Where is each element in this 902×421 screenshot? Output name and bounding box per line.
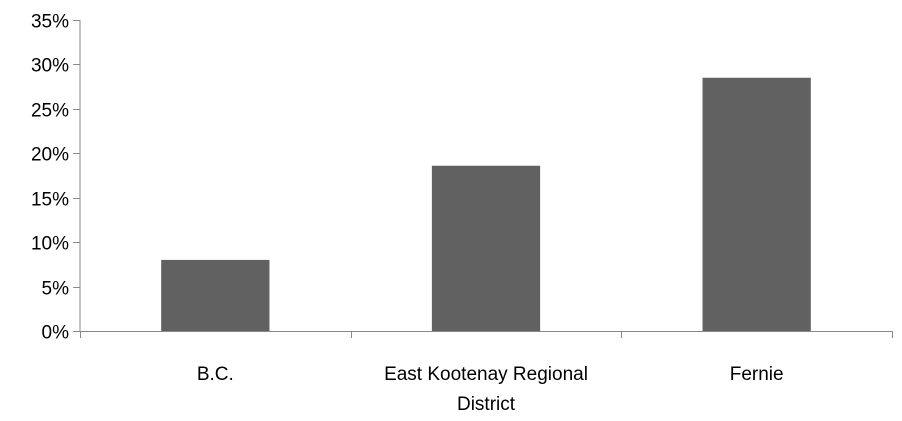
y-tick-label: 0%	[42, 323, 70, 344]
bar	[702, 77, 811, 331]
x-axis	[80, 331, 893, 338]
y-tick-label: 5%	[42, 279, 70, 300]
y-tick-label: 25%	[31, 101, 69, 122]
y-tick-label: 15%	[31, 190, 69, 211]
category-label: Fernie	[730, 364, 784, 385]
bar	[161, 259, 270, 331]
category-label: East Kootenay Regional District	[384, 364, 588, 415]
y-tick-label: 20%	[31, 145, 69, 166]
y-tick-label: 30%	[31, 56, 69, 77]
y-tick-label: 35%	[31, 12, 69, 33]
category-labels: B.C. East Kootenay Regional District Fernie	[197, 364, 784, 415]
category-label-line: B.C.	[197, 364, 234, 385]
category-label-line: East Kootenay Regional	[384, 364, 588, 385]
y-axis: 0% 5% 10% 15% 20% 25% 30% 35%	[31, 12, 81, 344]
bar	[431, 165, 541, 331]
y-tick-label: 10%	[31, 234, 69, 255]
category-label-line: Fernie	[730, 364, 784, 385]
category-label: B.C.	[197, 364, 234, 385]
bars	[161, 77, 811, 331]
category-label-line: District	[457, 394, 516, 415]
